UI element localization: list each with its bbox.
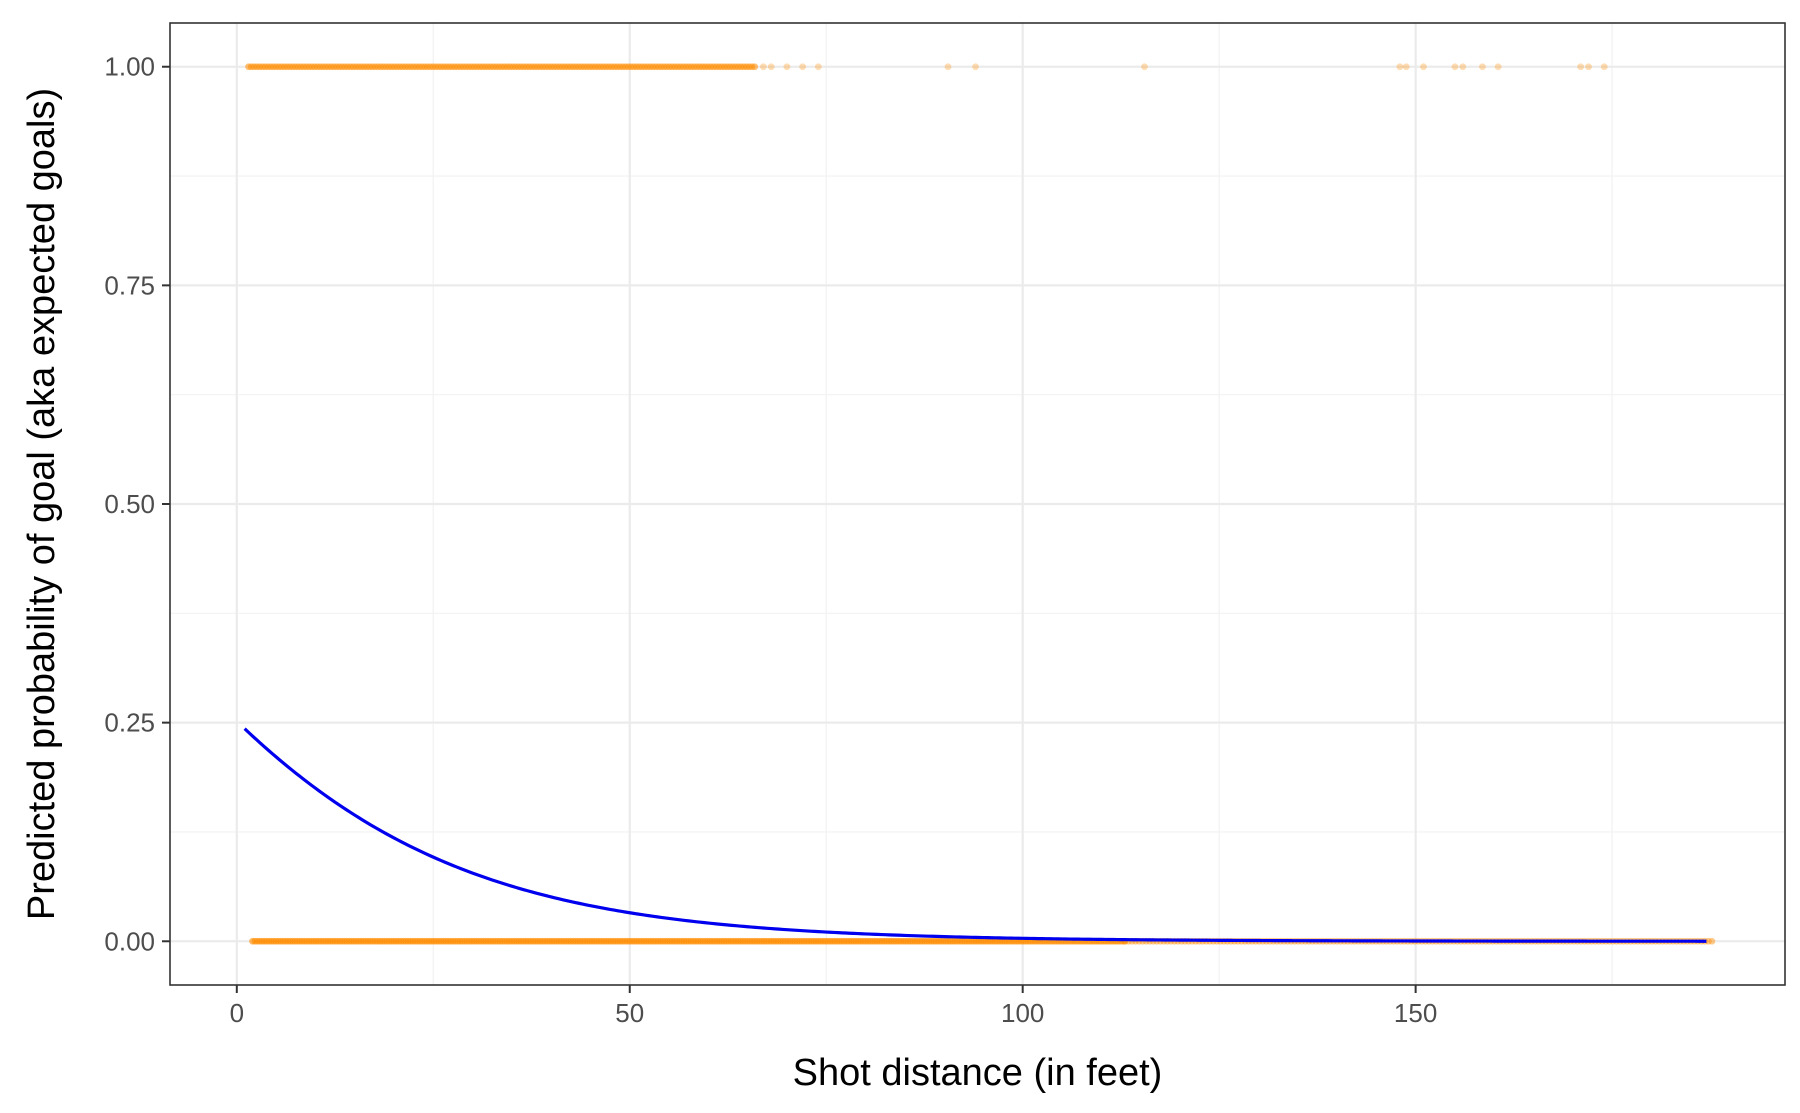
curve-layer [243, 727, 1707, 943]
goal-sparse-point-1 [767, 63, 775, 71]
y-tick-label-0: 0.00 [104, 926, 155, 956]
goal-sparse-point-9 [1402, 63, 1410, 71]
goal-sparse-point-15 [1577, 63, 1585, 71]
logistic-fit-line [243, 727, 1707, 943]
goal-sparse-point-17 [1600, 63, 1608, 71]
goal-sparse-point-4 [814, 63, 822, 71]
ticks-layer: 0 50 100 150 0.00 0.25 0.50 0.75 1.00 [104, 52, 1437, 1028]
goal-sparse-point-14 [1494, 63, 1502, 71]
goal-sparse-point-8 [1396, 63, 1404, 71]
goal-sparse-point-5 [944, 63, 952, 71]
y-axis-title: Predicted probability of goal (aka expec… [21, 88, 63, 920]
goal-sparse-point-13 [1479, 63, 1486, 71]
miss-sparse-point-166 [1708, 937, 1716, 945]
goal-sparse-point-7 [1141, 63, 1148, 71]
x-tick-label-3: 150 [1394, 998, 1437, 1028]
goal-sparse-point-6 [972, 63, 979, 71]
grid-layer [170, 23, 1785, 985]
goal-sparse-point-3 [799, 63, 807, 71]
goal-sparse-point-2 [783, 63, 791, 71]
goal-sparse-point-11 [1451, 63, 1459, 71]
x-tick-label-1: 50 [615, 998, 644, 1028]
goal-point-184 [751, 63, 759, 71]
y-tick-label-4: 1.00 [104, 52, 155, 82]
goal-sparse-point-0 [759, 63, 767, 71]
y-tick-label-3: 0.75 [104, 270, 155, 300]
y-tick-label-1: 0.25 [104, 708, 155, 738]
y-tick-label-2: 0.50 [104, 489, 155, 519]
goal-sparse-point-16 [1585, 63, 1592, 71]
x-tick-label-0: 0 [230, 998, 244, 1028]
x-axis-title: Shot distance (in feet) [793, 1052, 1163, 1094]
goal-sparse-point-10 [1420, 63, 1427, 71]
x-tick-label-2: 100 [1001, 998, 1044, 1028]
miss-sparse-point-165 [1704, 937, 1712, 945]
goal-sparse-point-12 [1459, 63, 1467, 71]
